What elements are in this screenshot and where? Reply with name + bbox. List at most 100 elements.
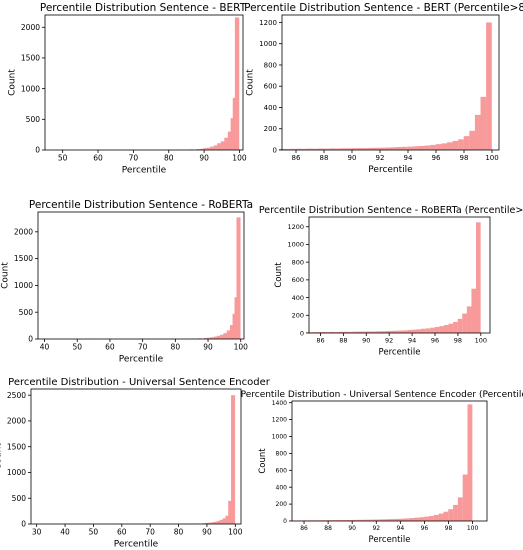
x-axis-label: Percentile	[122, 166, 167, 176]
histogram-bar	[327, 520, 333, 521]
histogram-bar	[356, 519, 362, 521]
chart-1: Percentile Distribution Sentence - BERT 5…	[7, 2, 246, 176]
x-tick-label: 80	[174, 528, 184, 537]
histogram-bar	[443, 325, 449, 333]
y-tick-label: 1000	[7, 468, 26, 477]
histogram-bar	[428, 515, 434, 521]
y-tick-label: 1200	[272, 417, 287, 424]
histogram-bar	[414, 517, 420, 521]
chart-4: Percentile Distribution Sentence - RoBER…	[259, 205, 523, 358]
histogram-bar	[224, 137, 229, 150]
x-tick-label: 98	[460, 154, 469, 162]
histogram-bar	[486, 22, 492, 150]
histogram-bar	[434, 326, 440, 333]
histogram-bar	[480, 96, 487, 150]
histogram-bar	[366, 331, 371, 333]
histogram-bar	[220, 334, 225, 339]
plot-frame	[30, 388, 242, 525]
x-tick-label: 50	[72, 343, 82, 352]
histogram-bar	[393, 330, 399, 333]
x-tick-label: 100	[228, 528, 243, 537]
x-tick-label: 88	[324, 525, 332, 532]
histogram-bar	[467, 404, 473, 521]
y-tick-label: 1000	[21, 84, 40, 93]
histogram-bar	[226, 330, 231, 339]
histogram-bar	[227, 131, 233, 150]
x-axis-label: Percentile	[368, 165, 413, 175]
histogram-bar	[290, 148, 296, 150]
histogram-bar	[457, 497, 463, 521]
histogram-bar	[407, 329, 412, 333]
x-tick-label: 90	[348, 525, 356, 532]
x-tick-label: 88	[339, 337, 347, 345]
histogram-bar	[342, 520, 348, 521]
histogram-bar	[361, 331, 367, 333]
histogram-bar	[395, 518, 401, 521]
histogram-bar	[424, 516, 430, 521]
x-tick-label: 98	[445, 525, 453, 532]
y-tick-label: 200	[292, 312, 304, 320]
histogram-bar	[356, 331, 362, 333]
histogram-bar	[474, 114, 481, 150]
x-tick-label: 88	[320, 154, 329, 162]
y-tick-label: 1500	[7, 442, 26, 451]
x-tick-label: 50	[89, 528, 99, 537]
histogram-bar	[425, 328, 431, 333]
chart-title: Percentile Distribution - Universal Sent…	[241, 390, 523, 400]
histogram-bar	[337, 520, 343, 521]
histogram-bar	[411, 329, 417, 333]
histogram-bar	[234, 17, 240, 151]
x-tick-label: 80	[164, 154, 174, 163]
histogram-bar	[347, 331, 353, 333]
x-tick-label: 96	[421, 525, 429, 532]
histogram-bar	[402, 146, 408, 150]
histogram-bar	[323, 148, 330, 150]
histogram-bar	[295, 148, 302, 150]
histogram-bar	[206, 147, 211, 150]
histogram-bar	[390, 518, 396, 521]
histogram-bar	[214, 521, 219, 524]
histogram-bar	[370, 331, 376, 333]
histogram-bar	[210, 337, 215, 339]
histogram-bar	[452, 140, 459, 150]
histogram-bar	[379, 147, 386, 150]
x-tick-label: 90	[203, 343, 213, 352]
histogram-bar	[385, 519, 391, 521]
histogram-bar	[211, 522, 216, 524]
histogram-bar	[205, 522, 210, 524]
histogram-bar	[458, 139, 464, 150]
histogram-bar	[374, 147, 380, 150]
x-tick-label: 60	[117, 528, 127, 537]
x-tick-label: 92	[385, 337, 393, 345]
histogram-bar	[379, 331, 385, 333]
histogram-bar	[228, 500, 233, 524]
x-tick-label: 100	[232, 154, 247, 163]
y-tick-label: 1000	[259, 40, 277, 48]
histogram-bar	[318, 148, 324, 150]
y-tick-label: 400	[264, 104, 277, 112]
histogram-bar	[195, 149, 201, 150]
y-tick-label: 1400	[272, 400, 287, 407]
y-tick-label: 1000	[287, 241, 304, 249]
y-tick-label: 0	[283, 518, 287, 525]
y-axis-label: Count	[0, 443, 3, 470]
histogram-bar	[457, 318, 463, 333]
histogram-bar	[413, 146, 419, 150]
x-axis-label: Percentile	[114, 540, 159, 550]
histogram-bar	[463, 136, 470, 150]
histogram-bar	[469, 130, 475, 150]
histogram-bar	[284, 148, 291, 150]
chart-6: Percentile Distribution - Universal Sent…	[241, 390, 523, 545]
histogram-bar	[301, 148, 307, 150]
y-tick-label: 500	[12, 494, 27, 503]
histogram-bar	[419, 517, 425, 521]
chart-title: Percentile Distribution Sentence - BERT	[40, 2, 247, 14]
histogram-bar	[398, 330, 403, 333]
x-tick-label: 90	[202, 528, 212, 537]
x-tick-label: 100	[467, 525, 479, 532]
y-tick-label: 400	[276, 484, 288, 491]
x-tick-label: 100	[234, 343, 249, 352]
y-tick-label: 200	[276, 501, 288, 508]
y-tick-label: 500	[19, 308, 34, 317]
histogram-bar	[400, 518, 405, 521]
